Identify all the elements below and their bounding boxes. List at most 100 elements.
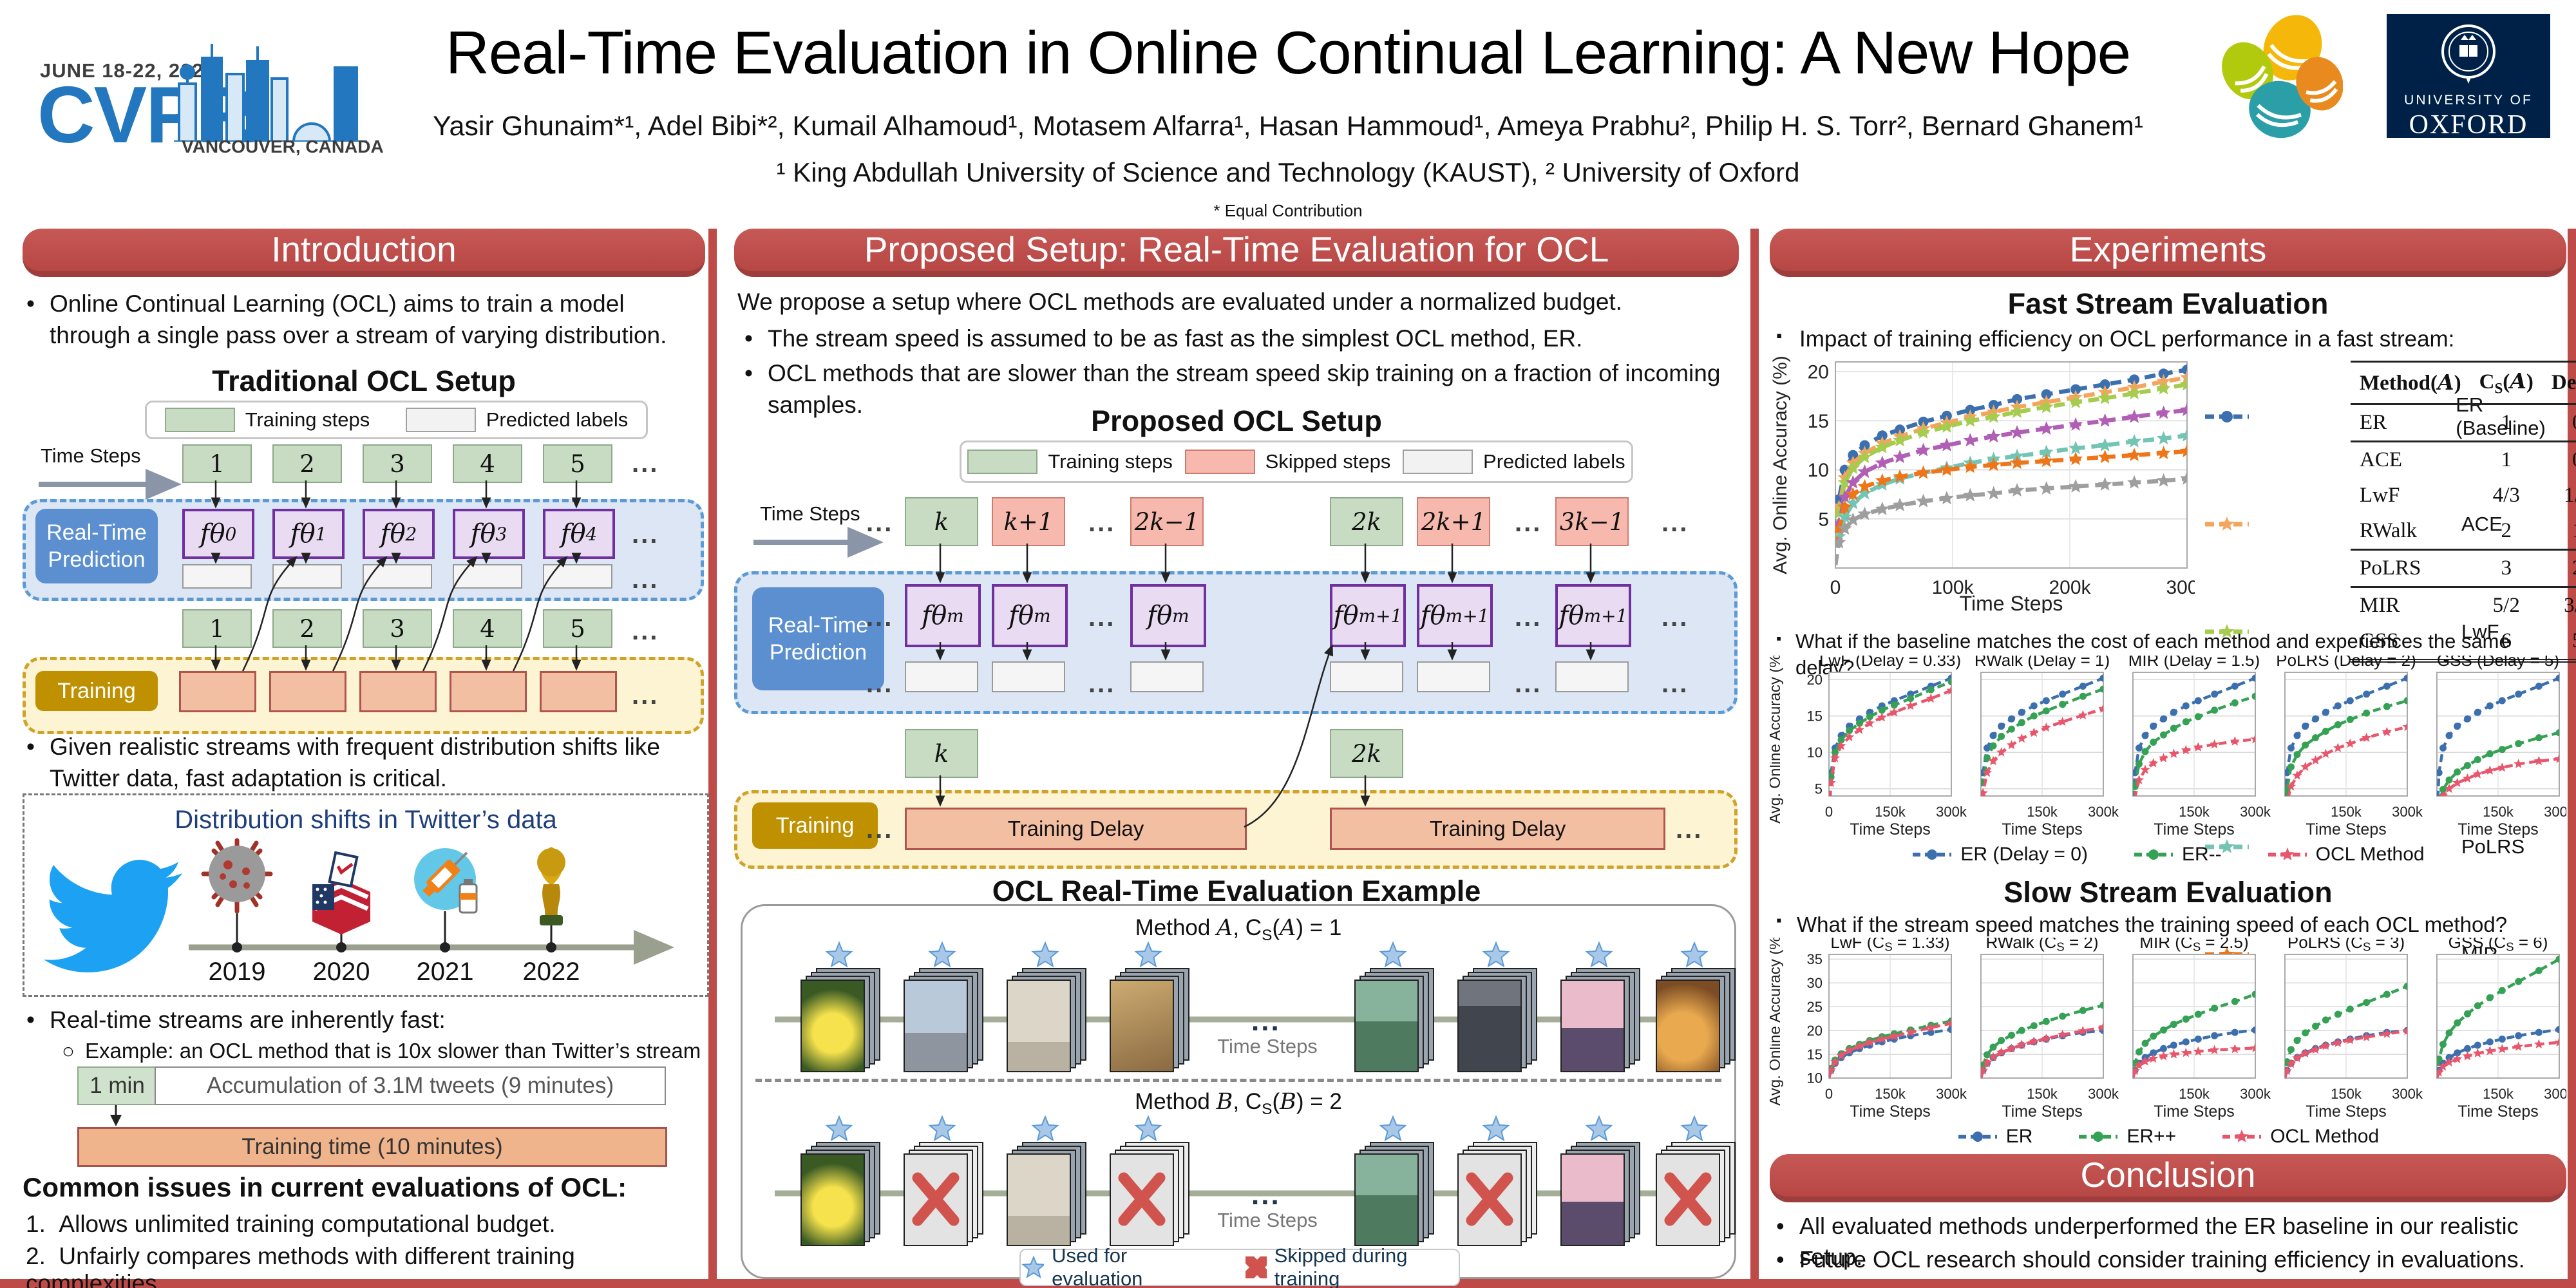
ellipsis: ...	[866, 509, 894, 537]
election-icon	[312, 851, 370, 934]
svg-text:150k: 150k	[1875, 804, 1906, 820]
year-2022: 2022	[522, 958, 580, 986]
ellipsis: ...	[866, 603, 894, 632]
star-icon	[1021, 1255, 1045, 1278]
svg-text:25: 25	[1807, 999, 1823, 1015]
twitter-shifts-box: Distribution shifts in Twitter’s data	[23, 793, 709, 997]
intro-bullet-2: • Given realistic streams with frequent d…	[26, 734, 660, 791]
authors-line: Yasir Ghunaim*¹, Adel Bibi*², Kumail Alh…	[433, 111, 2143, 142]
image-stack	[1560, 968, 1640, 1072]
virus-icon	[201, 838, 273, 914]
star-icon	[825, 1115, 853, 1142]
time-step-box: 3	[363, 444, 432, 483]
svg-text:Time Steps: Time Steps	[2306, 1103, 2387, 1121]
training-sample-box	[269, 671, 346, 712]
vaccine-icon	[414, 848, 478, 914]
delay-bullet: ▪ What if the baseline matches the cost o…	[1776, 630, 2510, 679]
training-swatch	[967, 450, 1038, 474]
time-steps-caption: Time Steps	[1217, 1209, 1318, 1231]
section-conclusion: Conclusion	[1770, 1154, 2566, 1202]
model-box: fθ 2	[363, 509, 435, 559]
svg-text:Time Steps: Time Steps	[2002, 1103, 2083, 1121]
svg-text:Time Steps: Time Steps	[2002, 820, 2083, 838]
column-divider-right	[1750, 229, 1759, 1288]
ellipsis: ...	[1515, 670, 1542, 698]
fast-stream-title: Fast Stream Evaluation	[2007, 287, 2329, 320]
svg-text:300k: 300k	[2544, 804, 2566, 820]
photo-mountain	[1560, 1153, 1625, 1246]
predicted-swatch	[405, 408, 476, 432]
table-cell: 3/2	[2564, 593, 2576, 617]
svg-text:MIR (CS​ = 2.5): MIR (CS​ = 2.5)	[2139, 938, 2248, 954]
svg-text:Time Steps: Time Steps	[2154, 1103, 2235, 1121]
realtime-prediction-label: Real-Time Prediction	[35, 509, 158, 583]
svg-text:20: 20	[1807, 672, 1823, 688]
training-sample-box	[450, 671, 527, 712]
time-step-box: 5	[543, 609, 612, 648]
image-stack	[1656, 968, 1736, 1072]
svg-text:10: 10	[1807, 1070, 1823, 1086]
svg-text:0: 0	[1830, 577, 1841, 598]
proposed-legend: Training steps Skipped steps Predicted l…	[960, 440, 1633, 483]
star-icon	[1585, 941, 1613, 968]
svg-text:35: 35	[1807, 951, 1823, 967]
ellipsis: ...	[1088, 509, 1116, 537]
svg-text:LwF (Delay = 0.33): LwF (Delay = 0.33)	[1819, 656, 1961, 670]
intro-bullet-3: • Real-time streams are inherently fast:	[26, 1007, 446, 1033]
example-panel: Method A, CS(A) = 1 ... Time Steps Method…	[741, 904, 1736, 1288]
predicted-label-box	[543, 564, 612, 589]
table-cell: 2	[2501, 518, 2512, 542]
svg-text:300k: 300k	[2392, 1086, 2423, 1102]
time-step-box: 2	[272, 444, 342, 483]
svg-text:300k: 300k	[2544, 1086, 2566, 1102]
svg-text:150k: 150k	[2483, 804, 2514, 820]
accumulation-cell: Accumulation of 3.1M tweets (9 minutes)	[155, 1066, 666, 1105]
ellipsis: ...	[632, 450, 659, 478]
predicted-label-box	[905, 661, 978, 692]
photo-mountain	[1560, 980, 1625, 1072]
year-2019: 2019	[208, 958, 266, 986]
ellipsis: ...	[866, 815, 894, 844]
predicted-label-box	[992, 661, 1065, 692]
star-icon	[1379, 1115, 1407, 1142]
training-delay-bar: Training Delay	[905, 808, 1247, 850]
poster-right-border	[2568, 229, 2576, 1288]
svg-text:Time Steps: Time Steps	[1850, 820, 1931, 838]
star-icon	[1134, 941, 1162, 968]
training-sample-box	[540, 671, 617, 712]
table-cell: 0	[2543, 404, 2576, 441]
time-step-box: k	[905, 497, 978, 546]
svg-text:100k: 100k	[1931, 577, 1974, 598]
star-icon	[1031, 1115, 1059, 1142]
image-stack	[904, 968, 983, 1072]
legend-item: ER (Baseline)	[2204, 368, 2576, 465]
training-label: Training	[35, 671, 158, 711]
stream-speed-diagram: 1 min Accumulation of 3.1M tweets (9 min…	[23, 1066, 705, 1167]
predicted-label-box	[363, 564, 432, 589]
slow-bullet: ▪ What if the stream speed matches the tr…	[1776, 912, 2508, 936]
table-cell: 1	[2501, 410, 2512, 434]
legend-training-steps: Training steps	[967, 450, 1173, 474]
conclusion-1: • All evaluated methods underperformed th…	[1776, 1213, 2519, 1270]
legend-predicted-labels: Predicted labels	[1403, 450, 1625, 474]
predicted-label-box	[453, 564, 522, 589]
slow-subplots-legend: ER ER++ OCL Method	[1770, 1126, 2566, 1148]
image-stack	[1110, 968, 1189, 1072]
svg-text:300k: 300k	[2166, 577, 2195, 598]
method-cost-delay-table: Method(A)CS(A)DelayER10ACE10LwF4/31/3RWa…	[2351, 361, 2576, 663]
time-steps-caption: Time Steps	[1217, 1035, 1318, 1057]
image-stack	[800, 1142, 880, 1246]
issues-title: Common issues in current evaluations of …	[23, 1172, 627, 1202]
svg-text:150k: 150k	[2027, 804, 2058, 820]
photo-factory	[1656, 980, 1720, 1072]
skipped-image-stack	[1110, 1142, 1189, 1246]
star-icon	[1585, 1115, 1613, 1142]
skipped-swatch	[1184, 450, 1255, 474]
legend-predicted-labels: Predicted labels	[405, 408, 628, 432]
example-legend: Used for evaluation Skipped during train…	[1019, 1244, 1460, 1288]
proposed-setup-title: Proposed OCL Setup	[1091, 404, 1382, 437]
image-stack	[1354, 968, 1434, 1072]
affiliations-line: ¹ King Abdullah University of Science an…	[776, 157, 1800, 187]
ellipsis: ...	[632, 565, 659, 594]
ellipsis: ...	[1515, 603, 1542, 632]
